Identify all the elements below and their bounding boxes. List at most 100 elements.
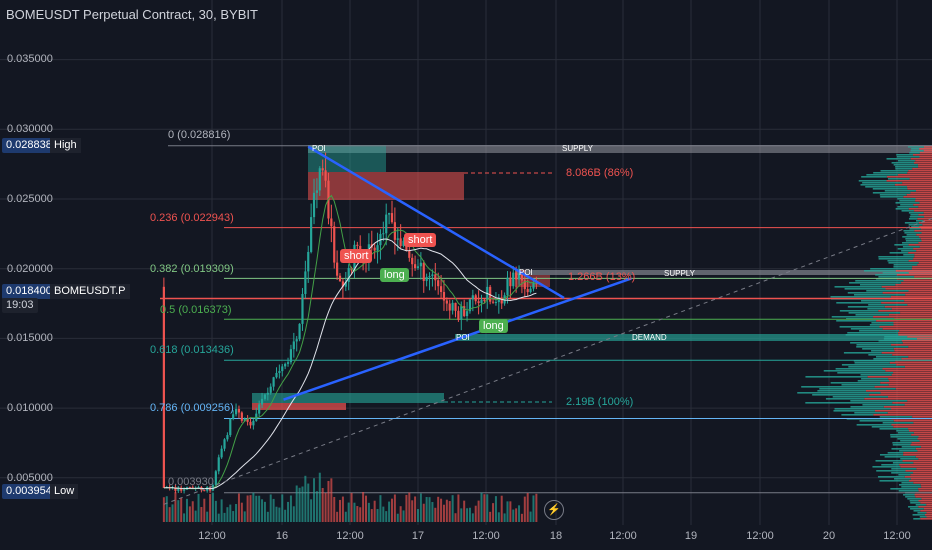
candle-body: [399, 238, 402, 246]
volume-profile-bar: [908, 252, 932, 254]
volume-profile-bar: [835, 368, 883, 370]
volume-profile-bar: [918, 166, 932, 168]
time-label: 12:00: [336, 530, 364, 542]
volume-profile-bar: [909, 216, 925, 218]
volume-profile-bar: [920, 484, 932, 486]
volume-profile-bar: [876, 470, 906, 472]
candle-body: [515, 272, 518, 280]
volume-bar: [529, 511, 532, 522]
volume-profile-bar: [891, 408, 932, 410]
volume-profile-bar: [890, 436, 919, 438]
volume-profile-bar: [862, 404, 905, 406]
volume-profile-bar: [907, 304, 932, 306]
volume-profile-bar: [899, 464, 932, 466]
volume-bar: [523, 496, 526, 522]
volume-profile-bar: [903, 196, 932, 198]
candle-body: [520, 273, 524, 281]
candle-body: [289, 349, 293, 363]
volume-profile-bar: [924, 216, 932, 218]
volume-profile-bar: [891, 374, 932, 376]
volume-bar: [180, 497, 183, 522]
volume-profile-bar: [917, 218, 932, 220]
volume-profile-bar: [908, 506, 919, 508]
volume-bar: [506, 501, 509, 522]
volume-profile-bar: [893, 266, 913, 268]
candle-body: [197, 487, 200, 489]
candle-body: [307, 251, 310, 272]
candle-body: [408, 251, 411, 258]
volume-profile-bar: [869, 394, 932, 396]
candle-body: [333, 226, 336, 263]
volume-profile-bar: [868, 304, 908, 306]
volume-profile-bar: [918, 436, 932, 438]
volume-bar: [307, 483, 310, 522]
volume-bar: [483, 494, 486, 522]
volume-bar: [520, 513, 523, 522]
volume-profile-bar: [882, 422, 914, 424]
volume-bar: [396, 513, 399, 522]
volume-profile-bar: [873, 414, 932, 416]
volume-bar: [249, 495, 252, 522]
candle-body: [266, 392, 269, 395]
volume-bar: [269, 494, 272, 522]
volume-bar: [220, 499, 223, 522]
volume-bar: [471, 513, 474, 522]
candle-body: [402, 240, 405, 246]
supply-zone-label: SUPPLY: [562, 144, 593, 153]
candle-body: [318, 168, 321, 191]
volume-profile-bar: [873, 316, 932, 318]
time-label: 12:00: [746, 530, 774, 542]
price-label: 0.035000: [7, 53, 53, 65]
volume-profile-bar: [895, 166, 919, 168]
volume-profile-bar: [847, 332, 899, 334]
volume-profile-bar: [919, 202, 932, 204]
volume-profile-bar: [908, 218, 918, 220]
volume-bar: [344, 511, 347, 522]
poi-label: POI: [456, 333, 470, 342]
volume-profile-bar: [849, 282, 902, 284]
volume-profile-bar: [913, 510, 921, 512]
time-label: 12:00: [883, 530, 911, 542]
candle-body: [454, 302, 457, 311]
volume-profile-bar: [904, 366, 932, 368]
volume-bar: [298, 487, 301, 522]
volume-profile-bar: [906, 234, 917, 236]
volume-profile-bar: [839, 310, 879, 312]
demand-zone: [455, 334, 932, 341]
poi-label: POI: [519, 268, 533, 277]
volume-bar: [535, 493, 538, 522]
time-label: 18: [549, 530, 563, 542]
time-label: 19: [684, 530, 698, 542]
volume-profile-bar: [892, 444, 911, 446]
volume-profile-bar: [902, 342, 932, 344]
volume-profile-bar: [897, 160, 916, 162]
volume-bar: [370, 509, 373, 522]
volume-profile-bar: [901, 358, 932, 360]
volume-profile-bar: [897, 206, 919, 208]
volume-profile-bar: [850, 400, 908, 402]
volume-bar: [255, 495, 258, 522]
volume-profile-bar: [896, 430, 909, 432]
volume-profile-bar: [901, 282, 932, 284]
lightning-icon[interactable]: ⚡: [544, 500, 564, 520]
volume-profile-bar: [862, 348, 894, 350]
volume-profile-bar: [913, 472, 932, 474]
volume-profile-bar: [900, 440, 920, 442]
time-label: 12:00: [198, 530, 226, 542]
volume-profile-bar: [884, 456, 916, 458]
volume-bar: [385, 511, 388, 522]
volume-profile-bar: [908, 170, 932, 172]
volume-profile-bar: [901, 250, 917, 252]
volume-bar: [235, 503, 238, 522]
volume-profile-bar: [915, 496, 932, 498]
volume-profile-bar: [890, 434, 912, 436]
volume-bar: [454, 513, 457, 522]
candle-body: [243, 418, 246, 421]
volume-profile-bar: [900, 204, 914, 206]
volume-profile-bar: [904, 300, 932, 302]
volume-profile-bar: [859, 420, 894, 422]
volume-profile-bar: [920, 502, 932, 504]
measure-label: 1.266B (13%): [568, 271, 636, 283]
volume-profile-bar: [872, 192, 911, 194]
